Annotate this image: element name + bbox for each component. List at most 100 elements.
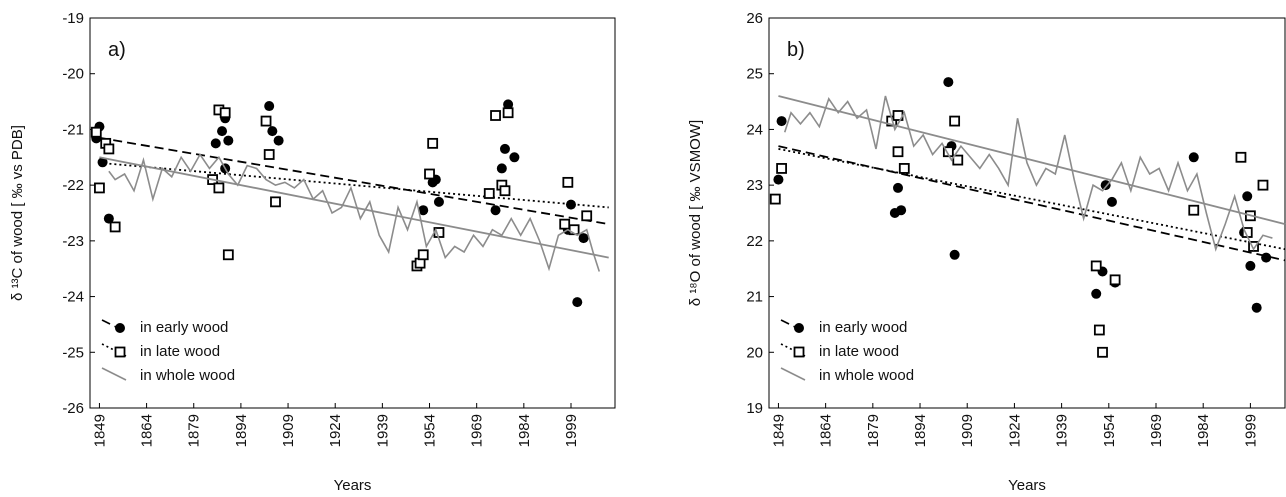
x-tick-label: 1864 xyxy=(139,414,156,447)
data-point xyxy=(219,107,231,119)
data-point xyxy=(776,163,787,174)
data-point xyxy=(1245,260,1256,271)
x-axis-label: Years xyxy=(334,477,372,494)
x-tick-label: 1894 xyxy=(233,414,250,447)
data-point xyxy=(1109,274,1121,286)
y-tick-label: 19 xyxy=(746,400,763,417)
legend-label: in early wood xyxy=(819,319,907,336)
series-line xyxy=(783,95,1273,252)
data-point xyxy=(892,146,904,158)
series-line xyxy=(108,152,601,272)
legend-line xyxy=(101,367,127,381)
x-tick-label: 1849 xyxy=(91,414,108,447)
trend-line xyxy=(778,95,1286,226)
legend-label: in whole wood xyxy=(819,367,914,384)
data-point xyxy=(581,210,593,222)
data-point xyxy=(1188,204,1200,216)
y-tick-label: 23 xyxy=(746,177,763,194)
data-point xyxy=(499,185,511,197)
data-point xyxy=(490,110,501,121)
y-tick-label: 20 xyxy=(746,344,763,361)
x-tick-label: 1969 xyxy=(1148,414,1165,447)
x-tick-label: 1984 xyxy=(516,414,533,447)
x-tick-label: 1939 xyxy=(374,414,391,447)
panel-label: a) xyxy=(108,39,126,61)
legend-label: in late wood xyxy=(819,343,899,360)
data-point xyxy=(97,157,108,168)
data-point xyxy=(942,146,954,158)
data-point xyxy=(896,205,907,216)
x-tick-label: 1849 xyxy=(770,414,787,447)
data-point xyxy=(427,137,439,149)
data-point xyxy=(417,249,429,261)
legend-label: in whole wood xyxy=(140,367,235,384)
legend-marker xyxy=(794,323,804,333)
data-point xyxy=(103,143,115,155)
x-tick-label: 1954 xyxy=(422,414,439,447)
data-point xyxy=(1261,252,1272,263)
x-tick-label: 1909 xyxy=(280,414,297,447)
data-point xyxy=(1251,302,1262,313)
trend-line xyxy=(99,161,609,209)
data-point xyxy=(503,99,514,110)
data-point xyxy=(222,249,234,261)
data-point xyxy=(260,115,272,127)
data-point xyxy=(1106,196,1117,207)
y-tick-label: 21 xyxy=(746,289,763,306)
legend-line xyxy=(780,367,806,381)
y-tick-label: -19 xyxy=(62,10,84,27)
x-tick-label: 1954 xyxy=(1101,414,1118,447)
legend-label: in early wood xyxy=(140,319,228,336)
x-tick-label: 1879 xyxy=(865,414,882,447)
data-point xyxy=(952,154,964,166)
data-point xyxy=(1091,288,1102,299)
y-tick-label: -24 xyxy=(62,289,84,306)
data-point xyxy=(496,163,507,174)
trend-line xyxy=(778,148,1286,251)
y-tick-label: 22 xyxy=(746,233,763,250)
data-point xyxy=(572,297,583,308)
y-axis-label: δ ¹³C of wood [ ‰ vs PDB] xyxy=(9,125,26,301)
data-point xyxy=(502,107,514,119)
y-tick-label: -20 xyxy=(62,66,84,83)
plot-frame xyxy=(89,17,616,409)
data-point xyxy=(1093,324,1105,336)
data-point xyxy=(264,101,275,112)
data-point xyxy=(433,196,444,207)
data-point xyxy=(223,135,234,146)
y-tick-label: 24 xyxy=(746,121,763,138)
data-point xyxy=(490,205,501,216)
data-point xyxy=(1097,346,1108,358)
data-point xyxy=(217,126,228,137)
data-point xyxy=(578,233,589,244)
data-point xyxy=(270,196,281,208)
legend-marker xyxy=(114,346,126,358)
y-axis-label: δ ¹⁸O of wood [ ‰ VSMOW] xyxy=(687,120,704,306)
y-tick-label: -26 xyxy=(62,400,84,417)
data-point xyxy=(418,205,429,216)
data-point xyxy=(565,199,576,210)
trend-line xyxy=(778,145,1286,262)
data-point xyxy=(94,182,105,194)
panel-label: b) xyxy=(787,39,805,61)
plot-frame xyxy=(768,17,1286,409)
y-tick-label: 26 xyxy=(746,10,763,27)
y-tick-label: 25 xyxy=(746,66,763,83)
data-point xyxy=(1248,241,1259,252)
data-point xyxy=(1100,180,1111,191)
legend-marker xyxy=(115,323,125,333)
data-point xyxy=(263,149,275,160)
x-tick-label: 1879 xyxy=(186,414,203,447)
data-point xyxy=(1242,191,1253,202)
x-tick-label: 1924 xyxy=(1006,414,1023,447)
data-point xyxy=(210,138,221,149)
x-tick-label: 1894 xyxy=(912,414,929,447)
data-point xyxy=(499,143,510,154)
data-point xyxy=(90,126,102,138)
data-point xyxy=(1257,179,1269,191)
y-tick-label: -21 xyxy=(62,121,84,138)
x-tick-label: 1939 xyxy=(1054,414,1071,447)
data-point xyxy=(559,218,571,230)
x-tick-label: 1864 xyxy=(818,414,835,447)
